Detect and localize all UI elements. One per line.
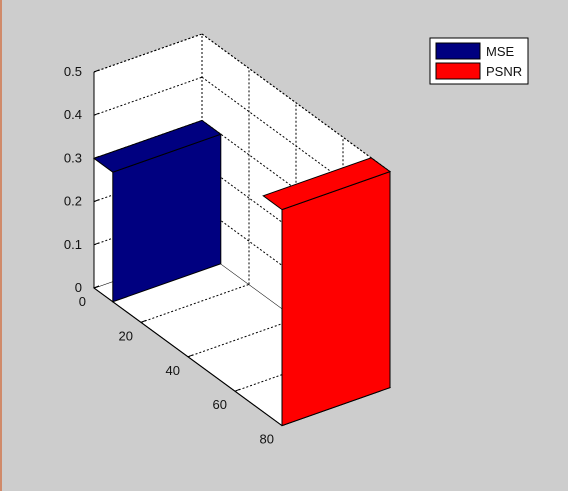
z-gridline (93, 76, 203, 116)
z-tick-mark (93, 69, 100, 73)
z-tick-label: 0.1 (64, 237, 82, 252)
legend-swatch-psnr (435, 62, 481, 80)
y-tick-mark (93, 285, 100, 289)
z-tick-label: 0.5 (64, 64, 82, 79)
z-tick-mark (93, 112, 100, 116)
y-tick-label: 0 (79, 294, 86, 309)
y-tick-mark (140, 319, 147, 323)
y-tick-label: 40 (166, 363, 180, 378)
z-tick-label: 0.4 (64, 107, 82, 122)
bar-psnr (262, 157, 392, 427)
y-tick-label: 60 (213, 397, 227, 412)
z-tick-label: 0.3 (64, 150, 82, 165)
bar-face (281, 170, 391, 427)
y-tick-label: 20 (119, 328, 133, 343)
y-gridline (140, 283, 250, 323)
z-tick-label: 0 (75, 280, 82, 295)
legend-swatch-mse (435, 42, 481, 60)
box-edge (201, 33, 391, 173)
legend-label-mse: MSE (486, 44, 515, 59)
z-tick-mark (93, 199, 100, 203)
y-tick-label: 80 (260, 432, 274, 447)
bars (92, 119, 392, 427)
y-tick-mark (187, 354, 194, 358)
legend-label-psnr: PSNR (486, 64, 522, 79)
z-tick-label: 0.2 (64, 194, 82, 209)
z-tick-mark (93, 242, 100, 246)
legend: MSE PSNR (429, 37, 529, 85)
bar-top (262, 157, 392, 211)
bar-top (92, 119, 222, 173)
y-gridline (187, 318, 297, 358)
y-tick-mark (234, 388, 241, 392)
bar-mse (92, 119, 222, 303)
box-edge (93, 33, 203, 73)
tick-labels: 0 0.1 0.2 0.3 0.4 0.5 0 20 40 60 80 (64, 64, 274, 447)
